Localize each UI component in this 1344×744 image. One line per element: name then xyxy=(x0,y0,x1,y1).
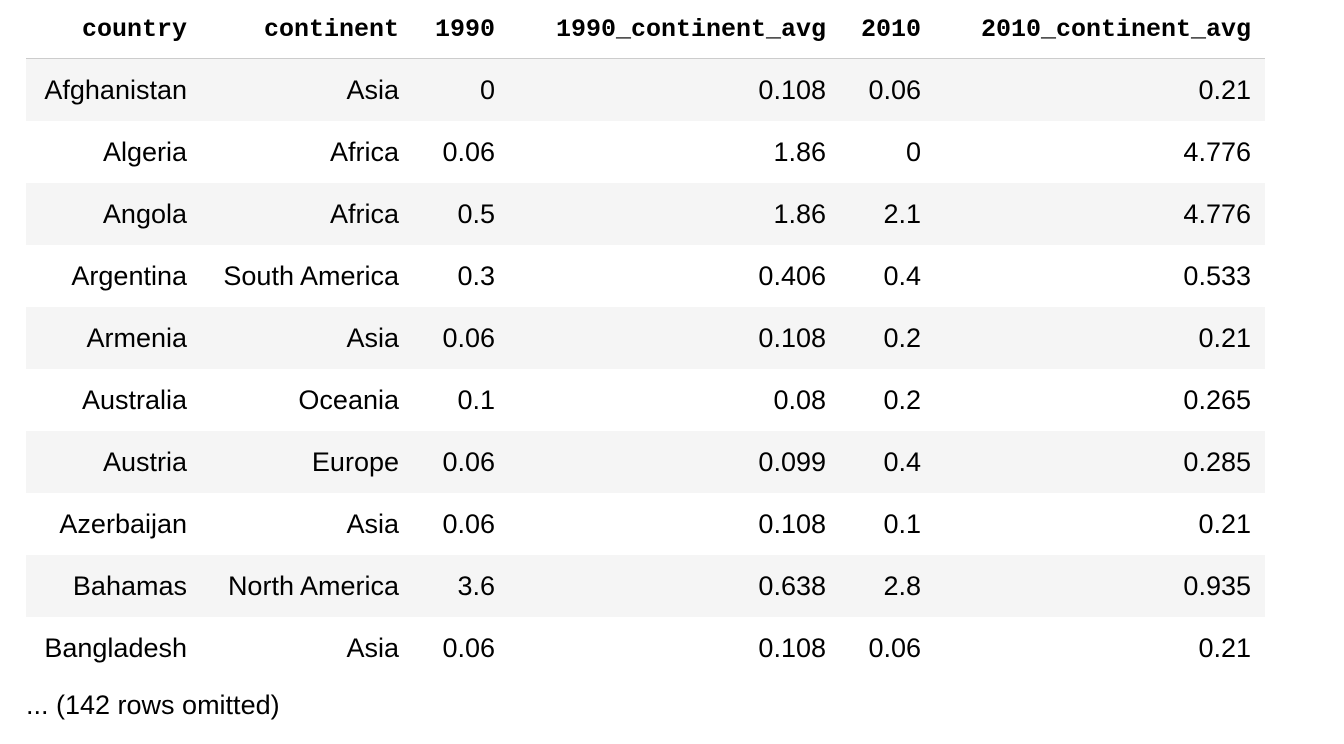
cell-country: Armenia xyxy=(86,322,187,353)
cell-1990-continent-avg: 0.108 xyxy=(758,322,826,353)
cell-1990: 0 xyxy=(479,74,495,105)
rows-omitted-note: ... (142 rows omitted) xyxy=(26,690,280,720)
cell-1990: 0.06 xyxy=(442,136,495,167)
cell-1990: 3.6 xyxy=(457,570,495,601)
cell-1990-continent-avg: 0.08 xyxy=(773,384,826,415)
cell-2010: 0.06 xyxy=(868,74,921,105)
column-header-1990: 1990 xyxy=(413,0,509,59)
table-row: Argentina South America 0.3 0.406 0.4 0.… xyxy=(26,245,1265,307)
cell-continent: South America xyxy=(223,260,399,291)
cell-1990: 0.5 xyxy=(457,198,495,229)
cell-2010-continent-avg: 0.285 xyxy=(1183,446,1251,477)
cell-continent: Oceania xyxy=(298,384,399,415)
cell-1990: 0.1 xyxy=(457,384,495,415)
cell-2010: 0.2 xyxy=(883,322,921,353)
cell-country: Argentina xyxy=(71,260,187,291)
cell-2010-continent-avg: 4.776 xyxy=(1183,198,1251,229)
cell-country: Australia xyxy=(81,384,187,415)
cell-1990: 0.06 xyxy=(442,322,495,353)
cell-1990: 0.3 xyxy=(457,260,495,291)
cell-1990-continent-avg: 1.86 xyxy=(773,136,826,167)
table-row: Bahamas North America 3.6 0.638 2.8 0.93… xyxy=(26,555,1265,617)
column-header-country: country xyxy=(26,0,201,59)
cell-1990: 0.06 xyxy=(442,632,495,663)
cell-2010-continent-avg: 0.21 xyxy=(1198,322,1251,353)
cell-2010-continent-avg: 0.21 xyxy=(1198,508,1251,539)
cell-continent: Europe xyxy=(311,446,399,477)
cell-continent: Asia xyxy=(346,508,399,539)
cell-2010-continent-avg: 4.776 xyxy=(1183,136,1251,167)
cell-continent: Asia xyxy=(346,74,399,105)
cell-continent: North America xyxy=(227,570,399,601)
cell-2010: 0.2 xyxy=(883,384,921,415)
cell-country: Angola xyxy=(102,198,187,229)
cell-country: Afghanistan xyxy=(44,74,187,105)
cell-country: Azerbaijan xyxy=(59,508,187,539)
table-row: Australia Oceania 0.1 0.08 0.2 0.265 xyxy=(26,369,1265,431)
cell-2010-continent-avg: 0.21 xyxy=(1198,74,1251,105)
column-header-continent: continent xyxy=(201,0,413,59)
table-row: Azerbaijan Asia 0.06 0.108 0.1 0.21 xyxy=(26,493,1265,555)
cell-2010-continent-avg: 0.533 xyxy=(1183,260,1251,291)
cell-1990-continent-avg: 0.099 xyxy=(758,446,826,477)
cell-2010: 2.1 xyxy=(883,198,921,229)
column-header-1990-continent-avg: 1990_continent_avg xyxy=(509,0,840,59)
cell-continent: Asia xyxy=(346,632,399,663)
cell-2010: 2.8 xyxy=(883,570,921,601)
table-row: Afghanistan Asia 0 0.108 0.06 0.21 xyxy=(26,58,1265,121)
cell-1990-continent-avg: 0.108 xyxy=(758,508,826,539)
cell-2010: 0.1 xyxy=(883,508,921,539)
data-table-container: country continent 1990 1990_continent_av… xyxy=(26,0,1265,679)
cell-country: Algeria xyxy=(102,136,187,167)
data-table: country continent 1990 1990_continent_av… xyxy=(26,0,1265,679)
cell-2010-continent-avg: 0.935 xyxy=(1183,570,1251,601)
cell-1990-continent-avg: 0.108 xyxy=(758,74,826,105)
cell-2010: 0.06 xyxy=(868,632,921,663)
table-row: Angola Africa 0.5 1.86 2.1 4.776 xyxy=(26,183,1265,245)
cell-1990: 0.06 xyxy=(442,446,495,477)
cell-2010: 0 xyxy=(905,136,921,167)
column-header-2010-continent-avg: 2010_continent_avg xyxy=(935,0,1265,59)
table-row: Austria Europe 0.06 0.099 0.4 0.285 xyxy=(26,431,1265,493)
cell-country: Bangladesh xyxy=(44,632,187,663)
cell-1990-continent-avg: 0.638 xyxy=(758,570,826,601)
table-header-row: country continent 1990 1990_continent_av… xyxy=(26,0,1265,59)
cell-2010: 0.4 xyxy=(883,260,921,291)
cell-country: Bahamas xyxy=(72,570,187,601)
cell-1990-continent-avg: 1.86 xyxy=(773,198,826,229)
cell-continent: Asia xyxy=(346,322,399,353)
table-row: Bangladesh Asia 0.06 0.108 0.06 0.21 xyxy=(26,617,1265,679)
cell-1990-continent-avg: 0.406 xyxy=(758,260,826,291)
cell-2010: 0.4 xyxy=(883,446,921,477)
cell-country: Austria xyxy=(102,446,187,477)
cell-1990: 0.06 xyxy=(442,508,495,539)
table-row: Algeria Africa 0.06 1.86 0 4.776 xyxy=(26,121,1265,183)
cell-continent: Africa xyxy=(329,198,399,229)
table-row: Armenia Asia 0.06 0.108 0.2 0.21 xyxy=(26,307,1265,369)
cell-2010-continent-avg: 0.21 xyxy=(1198,632,1251,663)
cell-1990-continent-avg: 0.108 xyxy=(758,632,826,663)
column-header-2010: 2010 xyxy=(840,0,935,59)
cell-continent: Africa xyxy=(329,136,399,167)
cell-2010-continent-avg: 0.265 xyxy=(1183,384,1251,415)
